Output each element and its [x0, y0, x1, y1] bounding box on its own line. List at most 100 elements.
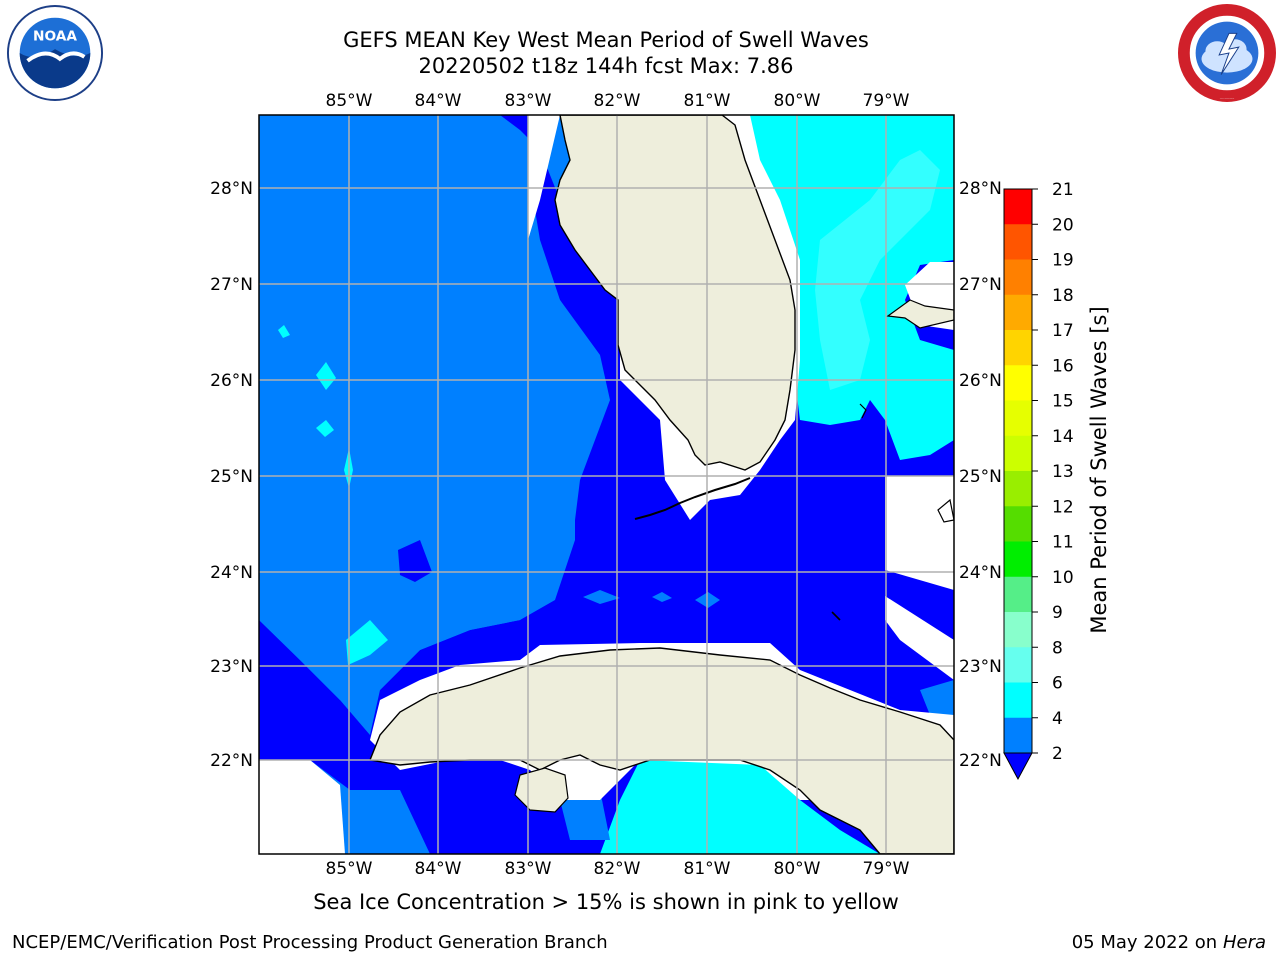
lon-label-top: 79°W [863, 91, 910, 111]
colorbar-tick-label: 20 [1052, 215, 1074, 235]
colorbar-tick-label: 12 [1052, 497, 1074, 517]
map-title: GEFS MEAN Key West Mean Period of Swell … [343, 28, 869, 52]
lon-label-bottom: 84°W [415, 859, 462, 879]
swell-patch-11 [920, 680, 954, 720]
colorbar-tick-label: 16 [1052, 356, 1074, 376]
lon-label-bottom: 80°W [774, 859, 821, 879]
lat-label-left: 22°N [210, 751, 253, 771]
footer-host: Hera [1222, 932, 1266, 953]
bahamas-island-3 [831, 611, 841, 621]
lon-label-top: 83°W [505, 91, 552, 111]
colorbar-segment [1004, 400, 1032, 437]
colorbar-tick-label: 17 [1052, 321, 1074, 341]
lat-label-left: 27°N [210, 275, 253, 295]
swell-patch-4 [346, 620, 388, 665]
lat-label-left: 26°N [210, 371, 253, 391]
swell-patch-10 [560, 790, 610, 840]
colorbar-segment [1004, 365, 1032, 401]
colorbar-tick-label: 9 [1052, 603, 1063, 623]
colorbar-tick-label: 21 [1052, 180, 1074, 200]
swell-band-6-8-inner [815, 150, 940, 390]
noaa-logo: NOAA [6, 4, 104, 102]
colorbar-segment [1004, 224, 1032, 260]
colorbar-tick-label: 10 [1052, 568, 1074, 588]
map-area [259, 115, 954, 854]
lat-label-right: 25°N [959, 467, 1002, 487]
lat-label-left: 25°N [210, 467, 253, 487]
colorbar-segment [1004, 471, 1032, 507]
bahamas-island-2 [937, 498, 954, 523]
colorbar-segment [1004, 506, 1032, 542]
colorbar-tick-label: 4 [1052, 709, 1063, 729]
colorbar-segment [1004, 647, 1032, 683]
lon-labels-top: 85°W 84°W 83°W 82°W 81°W 80°W 79°W [326, 91, 910, 111]
swell-patch-2 [316, 420, 334, 437]
noaa-logo-text: NOAA [33, 28, 77, 44]
colorbar-segment [1004, 259, 1032, 296]
lon-labels-bottom: 85°W 84°W 83°W 82°W 81°W 80°W 79°W [326, 859, 910, 879]
lon-label-bottom: 81°W [684, 859, 731, 879]
map-gridlines [259, 115, 954, 854]
colorbar-segment [1004, 294, 1032, 331]
lat-label-left: 28°N [210, 179, 253, 199]
lat-labels-left: 28°N 27°N 26°N 25°N 24°N 23°N 22°N [210, 179, 253, 771]
no-data-southwest [259, 760, 345, 854]
colorbar-segment [1004, 330, 1032, 366]
colorbar-tick-label: 11 [1052, 533, 1074, 553]
colorbar-segment [1004, 435, 1032, 472]
colorbar-segment [1004, 717, 1032, 754]
colorbar-segment [1004, 612, 1032, 648]
colorbar-tick-label: 14 [1052, 427, 1074, 447]
lon-label-top: 82°W [594, 91, 641, 111]
swell-patch-7 [583, 590, 620, 604]
colorbar-tick-label: 13 [1052, 462, 1074, 482]
lat-label-right: 22°N [959, 751, 1002, 771]
colorbar-segment [1004, 682, 1032, 719]
bahamas-island [886, 299, 954, 329]
map-frame [258, 114, 955, 855]
lat-label-right: 26°N [959, 371, 1002, 391]
nws-logo: NATIONAL WEATHER SERVICE [1178, 4, 1276, 102]
lat-label-left: 24°N [210, 563, 253, 583]
florida-keys [634, 477, 751, 520]
lon-label-bottom: 85°W [326, 859, 373, 879]
footer-credit: NCEP/EMC/Verification Post Processing Pr… [12, 932, 608, 953]
bahamas-island-4 [859, 403, 867, 419]
no-data-bahamas-1 [885, 476, 954, 590]
colorbar-label: Mean Period of Swell Waves [s] [1087, 306, 1111, 633]
lat-label-right: 23°N [959, 657, 1002, 677]
lat-labels-right: 28°N 27°N 26°N 25°N 24°N 23°N 22°N [959, 179, 1002, 771]
lon-label-top: 80°W [774, 91, 821, 111]
lat-label-right: 28°N [959, 179, 1002, 199]
swell-band-4-6-west [259, 115, 590, 735]
lat-label-right: 24°N [959, 563, 1002, 583]
no-data-bahamas-2 [885, 596, 954, 680]
nws-logo-text: NATIONAL WEATHER SERVICE [1220, 97, 1235, 100]
colorbar-segment [1004, 576, 1032, 613]
lon-label-top: 84°W [415, 91, 462, 111]
swell-band-6-8-south [600, 760, 880, 854]
lon-label-bottom: 83°W [505, 859, 552, 879]
sea-ice-note: Sea Ice Concentration > 15% is shown in … [313, 890, 899, 914]
colorbar: 21 20 19 18 17 16 15 14 13 12 11 10 9 8 6 4 2 [1003, 180, 1074, 781]
map-subtitle: 20220502 t18z 144h fcst Max: 7.86 [418, 54, 794, 78]
lat-label-left: 23°N [210, 657, 253, 677]
swell-patch-1 [316, 362, 336, 390]
colorbar-tick-label: 6 [1052, 674, 1063, 694]
swell-patch-8 [652, 592, 672, 602]
lat-label-right: 27°N [959, 275, 1002, 295]
footer-date: 05 May 2022 on Hera [1072, 932, 1266, 953]
colorbar-tick-label: 2 [1052, 744, 1063, 764]
lon-label-bottom: 82°W [594, 859, 641, 879]
florida-land [554, 115, 796, 471]
colorbar-tick-label: 15 [1052, 392, 1074, 412]
colorbar-tick-label: 8 [1052, 638, 1063, 658]
lon-label-bottom: 79°W [863, 859, 910, 879]
colorbar-segment [1004, 541, 1032, 578]
swell-patch-5 [278, 325, 290, 338]
colorbar-extension [1003, 752, 1033, 781]
colorbar-tick-label: 18 [1052, 286, 1074, 306]
footer-date-text: 05 May 2022 on [1071, 932, 1218, 953]
colorbar-segment [1004, 189, 1032, 225]
